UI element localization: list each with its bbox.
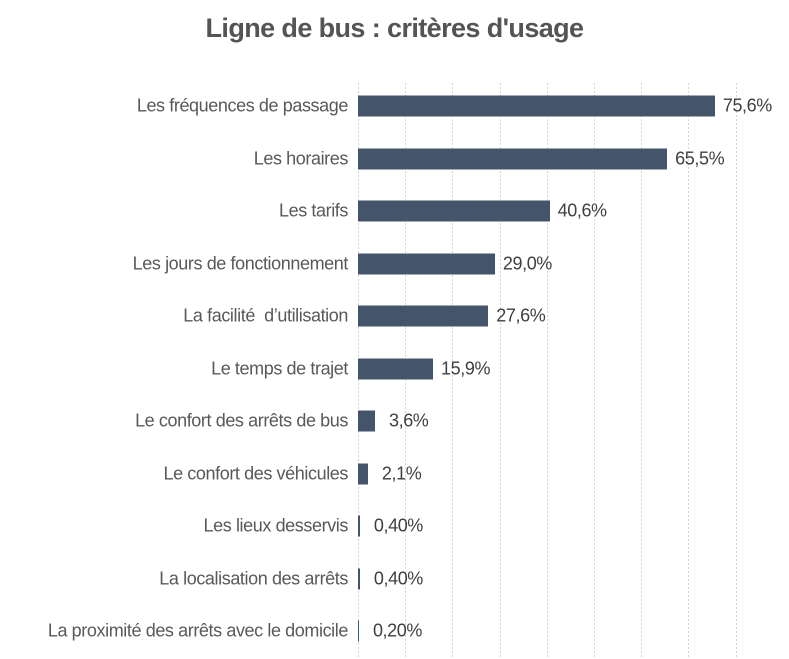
value-label: 40,6% (557, 200, 607, 221)
bar-row: Les lieux desservis 0,40% (0, 500, 789, 553)
category-label: Le temps de trajet (211, 358, 348, 379)
category-label: Les lieux desservis (203, 515, 349, 536)
bar (358, 358, 434, 380)
bar-row: Les jours de fonctionnement 29,0% (0, 238, 789, 291)
bar-row: La facilité d’utilisation 27,6% (0, 290, 789, 343)
bar-row: La proximité des arrêts avec le domicile… (0, 605, 789, 658)
bar-row: Les horaires 65,5% (0, 133, 789, 186)
value-label: 15,9% (441, 358, 491, 379)
category-label: La proximité des arrêts avec le domicile (47, 620, 349, 641)
category-label: La facilité d’utilisation (183, 305, 348, 326)
category-label: Le confort des véhicules (163, 463, 348, 484)
bar (358, 515, 360, 537)
category-label: Les horaires (253, 148, 349, 169)
value-label: 3,6% (388, 410, 429, 431)
value-label: 75,6% (722, 95, 772, 116)
category-label: La localisation des arrêts (159, 568, 348, 589)
value-label: 0,40% (373, 515, 423, 536)
gridline (688, 83, 690, 659)
gridline (499, 83, 501, 659)
category-label: Les fréquences de passage (136, 95, 349, 116)
bar (358, 95, 715, 117)
bar-row: Le confort des arrêts de bus 3,6% (0, 395, 789, 448)
bar-row: Le temps de trajet 15,9% (0, 343, 789, 396)
value-label: 29,0% (502, 253, 552, 274)
bar-rows: Les fréquences de passage 75,6% Les horair… (0, 80, 789, 659)
bar (358, 200, 550, 222)
bar (358, 148, 668, 170)
bar (358, 253, 495, 275)
bar (358, 463, 368, 485)
bar (358, 620, 359, 642)
value-label: 2,1% (381, 463, 422, 484)
value-label: 0,20% (372, 620, 422, 641)
bar-row: Les fréquences de passage 75,6% (0, 80, 789, 133)
bar (358, 568, 360, 590)
gridline (735, 83, 737, 659)
category-label: Les jours de fonctionnement (132, 253, 349, 274)
bar-row: Le confort des véhicules 2,1% (0, 448, 789, 501)
bar-row: La localisation des arrêts 0,40% (0, 553, 789, 606)
gridline (546, 83, 548, 659)
value-label: 0,40% (373, 568, 423, 589)
bar (358, 305, 489, 327)
category-label: Les tarifs (278, 200, 348, 221)
plot-area: Les fréquences de passage 75,6% Les horair… (0, 83, 789, 659)
category-label: Le confort des arrêts de bus (135, 410, 348, 431)
bar (358, 410, 375, 432)
gridline (452, 83, 454, 659)
value-label: 65,5% (675, 148, 725, 169)
value-label: 27,6% (496, 305, 546, 326)
chart-title: Ligne de bus : critères d'usage (205, 13, 585, 43)
bar-row: Les tarifs 40,6% (0, 185, 789, 238)
gridline (641, 83, 643, 659)
gridline (594, 83, 595, 659)
